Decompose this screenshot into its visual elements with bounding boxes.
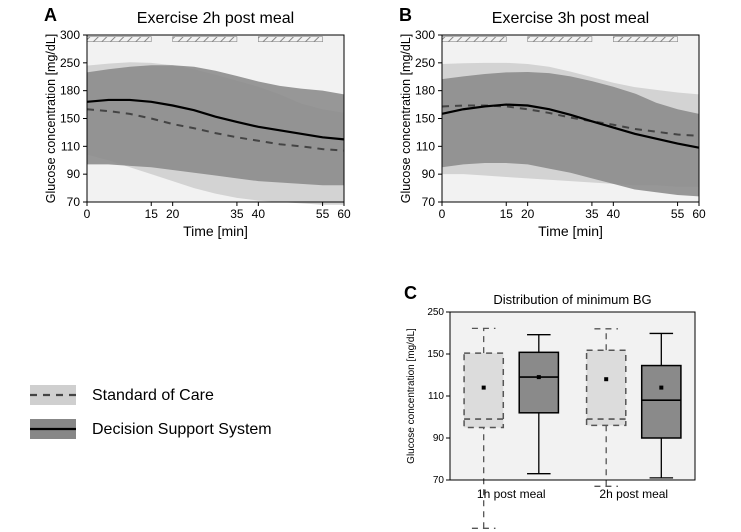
svg-text:90: 90 — [67, 167, 81, 181]
panel-b: 70 90 110 150 180 250 300 0 15 20 35 40 55 60 Time [mi… — [399, 5, 706, 239]
svg-text:A: A — [44, 5, 57, 25]
svg-text:Time [min]: Time [min] — [538, 223, 603, 239]
svg-text:90: 90 — [422, 167, 436, 181]
legend-label-dss: Decision Support System — [92, 421, 272, 438]
svg-text:Glucose concentration [mg/dL]: Glucose concentration [mg/dL] — [406, 328, 417, 464]
svg-text:180: 180 — [60, 84, 80, 98]
svg-text:70: 70 — [433, 475, 445, 486]
legend-label-soc: Standard of Care — [92, 387, 214, 404]
svg-text:150: 150 — [60, 112, 80, 126]
svg-text:180: 180 — [415, 84, 435, 98]
svg-text:55: 55 — [671, 207, 685, 221]
svg-text:Distribution of minimum BG: Distribution of minimum BG — [493, 292, 651, 307]
svg-text:70: 70 — [422, 195, 436, 209]
svg-text:35: 35 — [585, 207, 599, 221]
svg-text:250: 250 — [415, 56, 435, 70]
svg-text:1h post meal: 1h post meal — [477, 487, 546, 501]
svg-text:0: 0 — [84, 207, 91, 221]
svg-text:B: B — [399, 5, 412, 25]
svg-text:300: 300 — [60, 28, 80, 42]
svg-text:0: 0 — [439, 207, 446, 221]
svg-text:2h post meal: 2h post meal — [599, 487, 668, 501]
svg-text:Glucose concentration [mg/dL]: Glucose concentration [mg/dL] — [399, 34, 413, 204]
legend: Standard of Care Decision Support System — [30, 385, 272, 439]
svg-text:150: 150 — [427, 349, 444, 360]
svg-text:55: 55 — [316, 207, 330, 221]
panel-c: 70 90 110 150 250 1h post meal 2h post meal Glu… — [404, 283, 695, 528]
svg-text:90: 90 — [433, 433, 445, 444]
svg-text:150: 150 — [415, 112, 435, 126]
svg-text:Time [min]: Time [min] — [183, 223, 248, 239]
figure-svg: 70901101501802503000152035405560Time [mi… — [0, 0, 741, 532]
svg-text:35: 35 — [230, 207, 244, 221]
svg-text:20: 20 — [166, 207, 180, 221]
svg-text:60: 60 — [337, 207, 351, 221]
svg-text:15: 15 — [145, 207, 159, 221]
svg-text:15: 15 — [500, 207, 514, 221]
panel-a: 70 90 110 150 180 250 300 0 15 20 35 40 55 60 Time [mi… — [44, 5, 351, 239]
svg-text:250: 250 — [60, 56, 80, 70]
svg-text:60: 60 — [692, 207, 706, 221]
svg-text:70: 70 — [67, 195, 81, 209]
svg-text:110: 110 — [416, 139, 435, 153]
svg-text:110: 110 — [61, 139, 80, 153]
figure-root: 70901101501802503000152035405560Time [mi… — [0, 0, 741, 532]
svg-text:40: 40 — [252, 207, 266, 221]
svg-text:Exercise 2h post meal: Exercise 2h post meal — [137, 10, 294, 27]
svg-text:Glucose concentration [mg/dL]: Glucose concentration [mg/dL] — [44, 34, 58, 204]
svg-text:40: 40 — [607, 207, 621, 221]
svg-text:C: C — [404, 283, 417, 303]
svg-text:250: 250 — [427, 307, 444, 318]
svg-text:20: 20 — [521, 207, 535, 221]
svg-text:Exercise 3h post meal: Exercise 3h post meal — [492, 10, 649, 27]
svg-text:300: 300 — [415, 28, 435, 42]
svg-text:110: 110 — [428, 391, 444, 402]
